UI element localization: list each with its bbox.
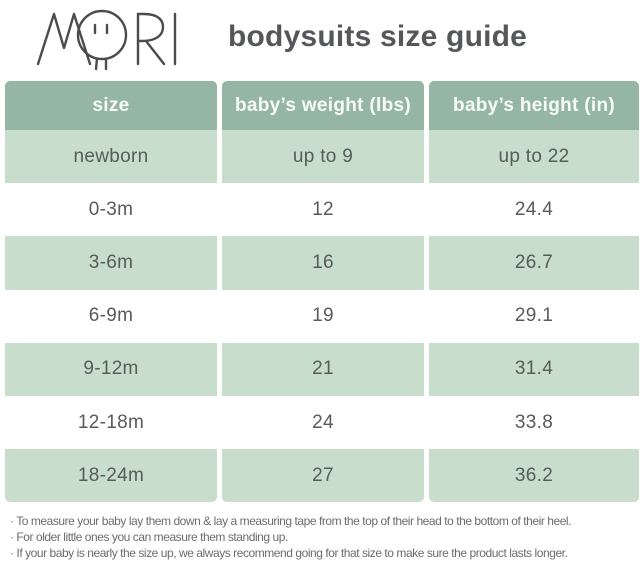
page-title: bodysuits size guide — [228, 20, 528, 53]
weight-cell: 12 — [222, 183, 424, 237]
size-cell: 18-24m — [5, 449, 218, 503]
column-header-height: baby’s height (in) — [428, 81, 639, 130]
mori-logo — [34, 7, 182, 71]
height-cell: 31.4 — [428, 342, 639, 396]
size-cell: 6-9m — [5, 289, 218, 343]
column-header-size: size — [5, 81, 218, 130]
note-line-measure-lying: · To measure your baby lay them down & l… — [10, 514, 572, 529]
size-table: size baby’s weight (lbs) baby’s height (… — [5, 81, 639, 503]
weight-cell: 19 — [222, 289, 424, 343]
height-cell: up to 22 — [428, 130, 639, 184]
height-cell: 33.8 — [428, 395, 639, 450]
size-cell: newborn — [5, 130, 218, 184]
size-cell: 3-6m — [5, 236, 218, 290]
note-line-size-up: · If your baby is nearly the size up, we… — [10, 546, 568, 561]
size-cell: 9-12m — [5, 342, 218, 396]
page-header: bodysuits size guide — [0, 0, 644, 78]
weight-cell: 24 — [222, 395, 424, 450]
weight-cell: 21 — [222, 342, 424, 396]
height-cell: 29.1 — [428, 289, 639, 343]
weight-cell: up to 9 — [222, 130, 424, 184]
height-cell: 26.7 — [428, 236, 639, 290]
height-cell: 24.4 — [428, 183, 639, 237]
column-header-weight: baby’s weight (lbs) — [222, 81, 424, 130]
weight-cell: 27 — [222, 449, 424, 503]
size-cell: 12-18m — [5, 395, 218, 450]
size-cell: 0-3m — [5, 183, 218, 237]
height-cell: 36.2 — [428, 449, 639, 503]
note-line-measure-standing: · For older little ones you can measure … — [10, 530, 288, 545]
weight-cell: 16 — [222, 236, 424, 290]
mori-logo-icon — [36, 9, 177, 71]
footnotes: · To measure your baby lay them down & l… — [0, 502, 644, 561]
